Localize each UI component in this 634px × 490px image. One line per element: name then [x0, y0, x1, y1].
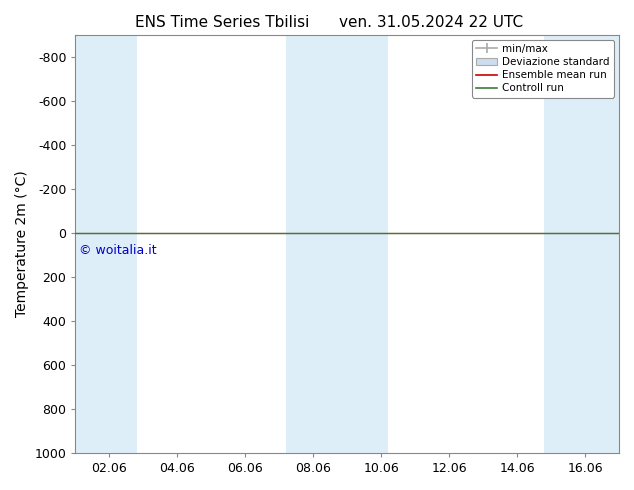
Text: ven. 31.05.2024 22 UTC: ven. 31.05.2024 22 UTC: [339, 15, 523, 30]
Bar: [544, 35, 619, 453]
Bar: [286, 35, 388, 453]
Legend: min/max, Deviazione standard, Ensemble mean run, Controll run: min/max, Deviazione standard, Ensemble m…: [472, 40, 614, 98]
Text: © woitalia.it: © woitalia.it: [79, 244, 157, 257]
Bar: [75, 35, 136, 453]
Y-axis label: Temperature 2m (°C): Temperature 2m (°C): [15, 171, 29, 317]
Text: ENS Time Series Tbilisi: ENS Time Series Tbilisi: [134, 15, 309, 30]
